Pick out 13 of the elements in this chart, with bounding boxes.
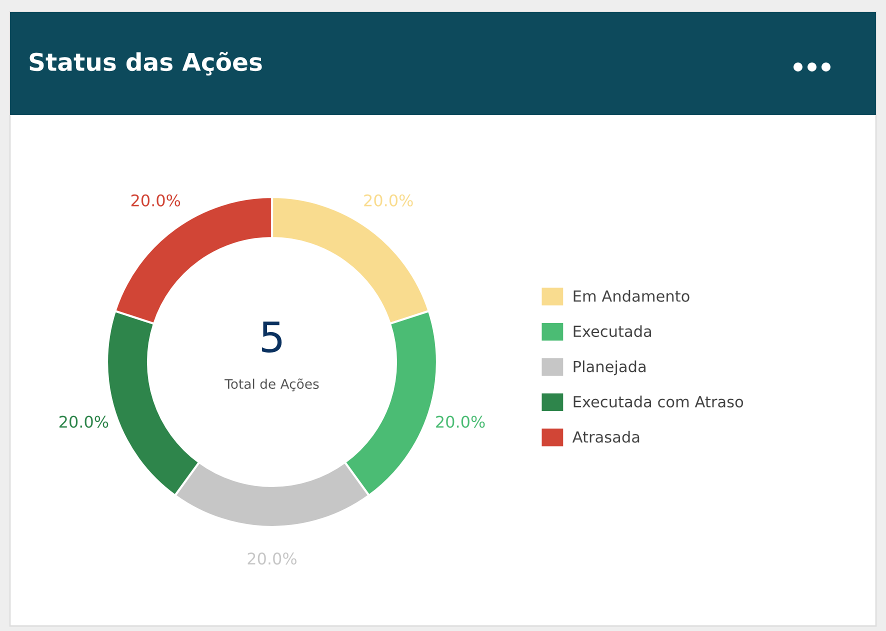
- legend-label: Executada: [574, 325, 652, 338]
- data-label: 20.0%: [248, 552, 296, 565]
- legend-label: Atrasada: [572, 430, 640, 443]
- legend-label: Em Andamento: [574, 290, 690, 302]
- text: Total de Ações: [224, 378, 319, 392]
- legend-label: Executada com Atraso: [574, 396, 744, 408]
- data-label: 20.0%: [436, 416, 485, 428]
- data-label: 20.0%: [131, 194, 180, 206]
- text: 5: [262, 322, 282, 353]
- legend-label: Planejada: [574, 360, 646, 376]
- chart-title: Status das Ações: [30, 52, 262, 76]
- data-label: 20.0%: [59, 416, 108, 428]
- data-label: 20.0%: [364, 194, 413, 206]
